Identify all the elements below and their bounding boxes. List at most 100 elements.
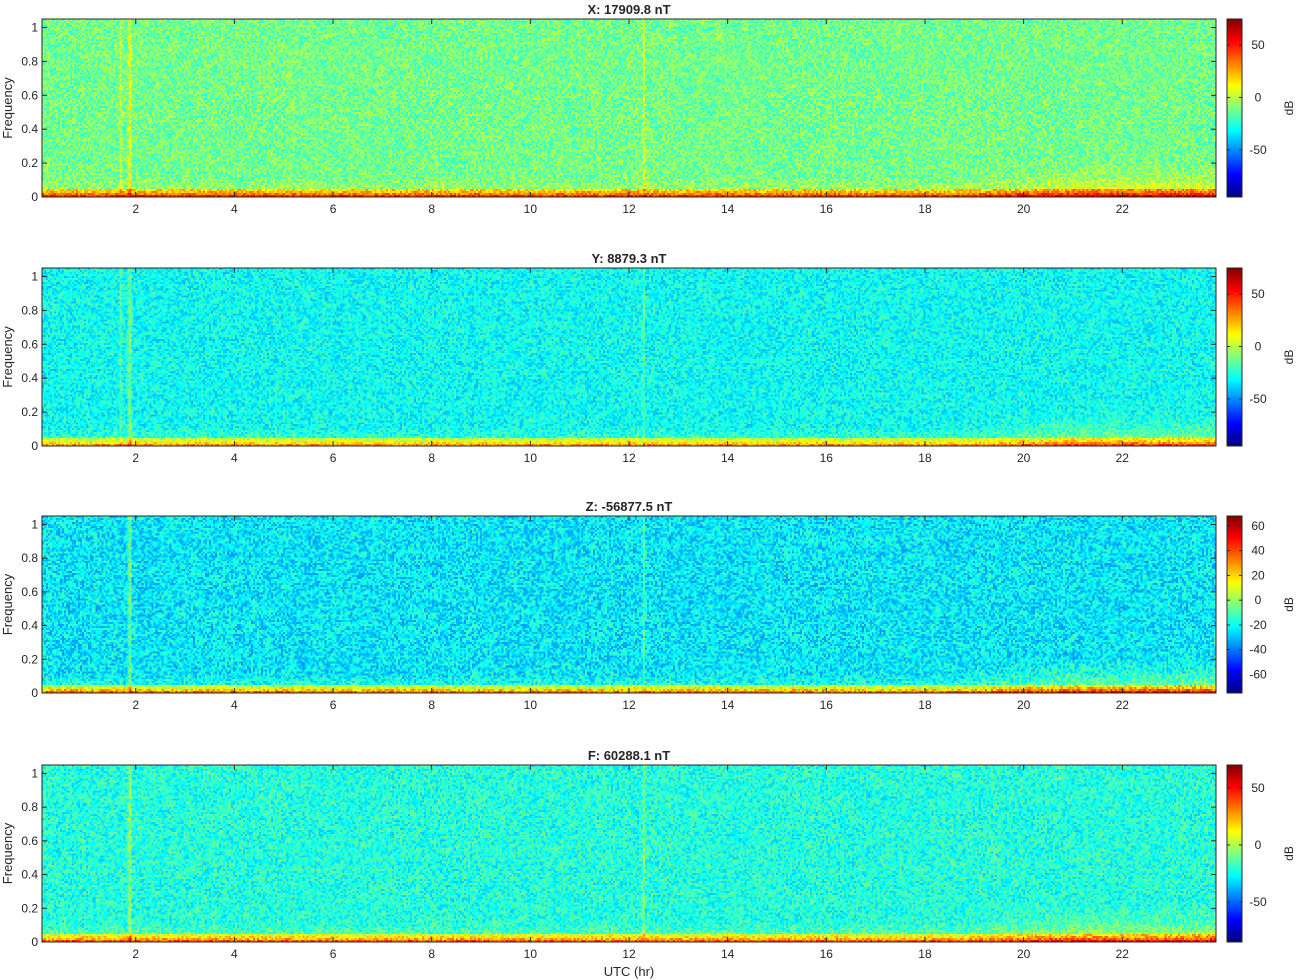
- y-tick-label: 0.8: [21, 54, 38, 68]
- x-tick-label: 22: [1116, 698, 1130, 712]
- y-tick-label: 0.2: [21, 156, 38, 170]
- y-tick-label: 0.4: [21, 868, 38, 882]
- colorbar: [1227, 19, 1242, 197]
- x-tick-label: 18: [918, 698, 932, 712]
- y-tick-label: 0: [31, 935, 38, 949]
- y-tick-label: 0: [31, 190, 38, 204]
- x-tick-label: 2: [132, 451, 139, 465]
- x-tick-label: 14: [721, 947, 735, 961]
- y-tick-label: 0.4: [21, 371, 38, 385]
- spectrogram-heatmap: [42, 516, 1216, 693]
- colorbar-label: dB: [1282, 101, 1296, 116]
- y-tick-label: 0: [31, 439, 38, 453]
- x-tick-label: 14: [721, 202, 735, 216]
- colorbar-box: [1226, 18, 1243, 198]
- x-tick-label: 8: [428, 451, 435, 465]
- colorbar-box: [1226, 267, 1243, 447]
- x-tick-label: 6: [330, 698, 337, 712]
- x-tick-label: 16: [820, 698, 834, 712]
- y-axis-label: Frequency: [0, 822, 15, 884]
- x-tick-label: 12: [622, 451, 636, 465]
- x-tick-label: 14: [721, 451, 735, 465]
- colorbar-tick-label: -50: [1249, 895, 1267, 909]
- x-tick-label: 10: [524, 202, 538, 216]
- colorbar-tick-label: 40: [1251, 544, 1265, 558]
- colorbar-tick-label: 50: [1251, 781, 1265, 795]
- colorbar-tick-label: 0: [1255, 838, 1262, 852]
- x-tick-label: 12: [622, 698, 636, 712]
- x-tick-label: 16: [820, 202, 834, 216]
- y-tick-label: 0: [31, 686, 38, 700]
- x-tick-label: 20: [1017, 451, 1031, 465]
- x-tick-label: 10: [524, 698, 538, 712]
- y-tick-label: 1: [31, 20, 38, 34]
- panel-title: Y: 8879.3 nT: [592, 251, 667, 266]
- y-tick-label: 0.4: [21, 619, 38, 633]
- x-tick-label: 16: [820, 947, 834, 961]
- x-tick-label: 22: [1116, 451, 1130, 465]
- colorbar: [1227, 516, 1242, 693]
- spectrogram-panel: Z: -56877.5 nT2 4 6 8 10 12 14 16 18 20 2200.20.40…: [0, 499, 1296, 712]
- y-tick-label: 0.6: [21, 337, 38, 351]
- x-tick-label: 4: [231, 202, 238, 216]
- x-tick-label: 20: [1017, 202, 1031, 216]
- y-tick-label: 0.6: [21, 88, 38, 102]
- x-tick-label: 8: [428, 698, 435, 712]
- colorbar-tick-label: 0: [1255, 593, 1262, 607]
- x-tick-label: 6: [330, 451, 337, 465]
- x-tick-label: 16: [820, 451, 834, 465]
- colorbar-box: [1226, 764, 1243, 943]
- spectrogram-heatmap: [42, 765, 1216, 942]
- y-tick-label: 1: [31, 766, 38, 780]
- panel-title: X: 17909.8 nT: [587, 2, 670, 17]
- x-tick-label: 18: [918, 202, 932, 216]
- x-tick-label: 10: [524, 451, 538, 465]
- x-tick-label: 6: [330, 947, 337, 961]
- y-tick-label: 0.6: [21, 585, 38, 599]
- y-tick-label: 1: [31, 517, 38, 531]
- colorbar-tick-label: 60: [1251, 519, 1265, 533]
- x-tick-label: 22: [1116, 947, 1130, 961]
- x-tick-label: 20: [1017, 947, 1031, 961]
- colorbar-tick-label: 0: [1255, 340, 1262, 354]
- colorbar-tick-label: -60: [1249, 667, 1267, 681]
- spectrogram-panel: F: 60288.1 nT2 4 6 8 10 12 14 16 18 20 2200.20.40.…: [0, 748, 1296, 979]
- x-axis-label: UTC (hr): [604, 964, 655, 979]
- x-tick-label: 2: [132, 698, 139, 712]
- x-tick-label: 8: [428, 202, 435, 216]
- colorbar-label: dB: [1282, 846, 1296, 861]
- colorbar-tick-label: 50: [1251, 38, 1265, 52]
- colorbar-tick-label: -50: [1249, 392, 1267, 406]
- colorbar-tick-label: -40: [1249, 643, 1267, 657]
- spectrogram-panel: Y: 8879.3 nT2 4 6 8 10 12 14 16 18 20 2200.20.40.6…: [0, 251, 1296, 465]
- colorbar: [1227, 765, 1242, 942]
- colorbar-tick-label: 50: [1251, 287, 1265, 301]
- y-axis-label: Frequency: [0, 326, 15, 388]
- colorbar: [1227, 268, 1242, 446]
- y-tick-label: 1: [31, 269, 38, 283]
- y-tick-label: 0.4: [21, 122, 38, 136]
- y-tick-label: 0.2: [21, 901, 38, 915]
- x-tick-label: 4: [231, 451, 238, 465]
- colorbar-tick-label: 20: [1251, 568, 1265, 582]
- y-tick-label: 0.8: [21, 551, 38, 565]
- x-tick-label: 8: [428, 947, 435, 961]
- x-tick-label: 10: [524, 947, 538, 961]
- x-tick-label: 6: [330, 202, 337, 216]
- x-tick-label: 14: [721, 698, 735, 712]
- x-tick-label: 18: [918, 947, 932, 961]
- colorbar-tick-label: -50: [1249, 143, 1267, 157]
- colorbar-tick-label: -20: [1249, 618, 1267, 632]
- x-tick-label: 12: [622, 947, 636, 961]
- x-tick-label: 4: [231, 698, 238, 712]
- y-tick-label: 0.6: [21, 834, 38, 848]
- colorbar-label: dB: [1282, 350, 1296, 365]
- y-tick-label: 0.8: [21, 800, 38, 814]
- y-axis-label: Frequency: [0, 573, 15, 635]
- y-axis-label: Frequency: [0, 77, 15, 139]
- y-tick-label: 0.2: [21, 405, 38, 419]
- colorbar-box: [1226, 515, 1243, 694]
- panel-title: Z: -56877.5 nT: [586, 499, 673, 514]
- x-tick-label: 12: [622, 202, 636, 216]
